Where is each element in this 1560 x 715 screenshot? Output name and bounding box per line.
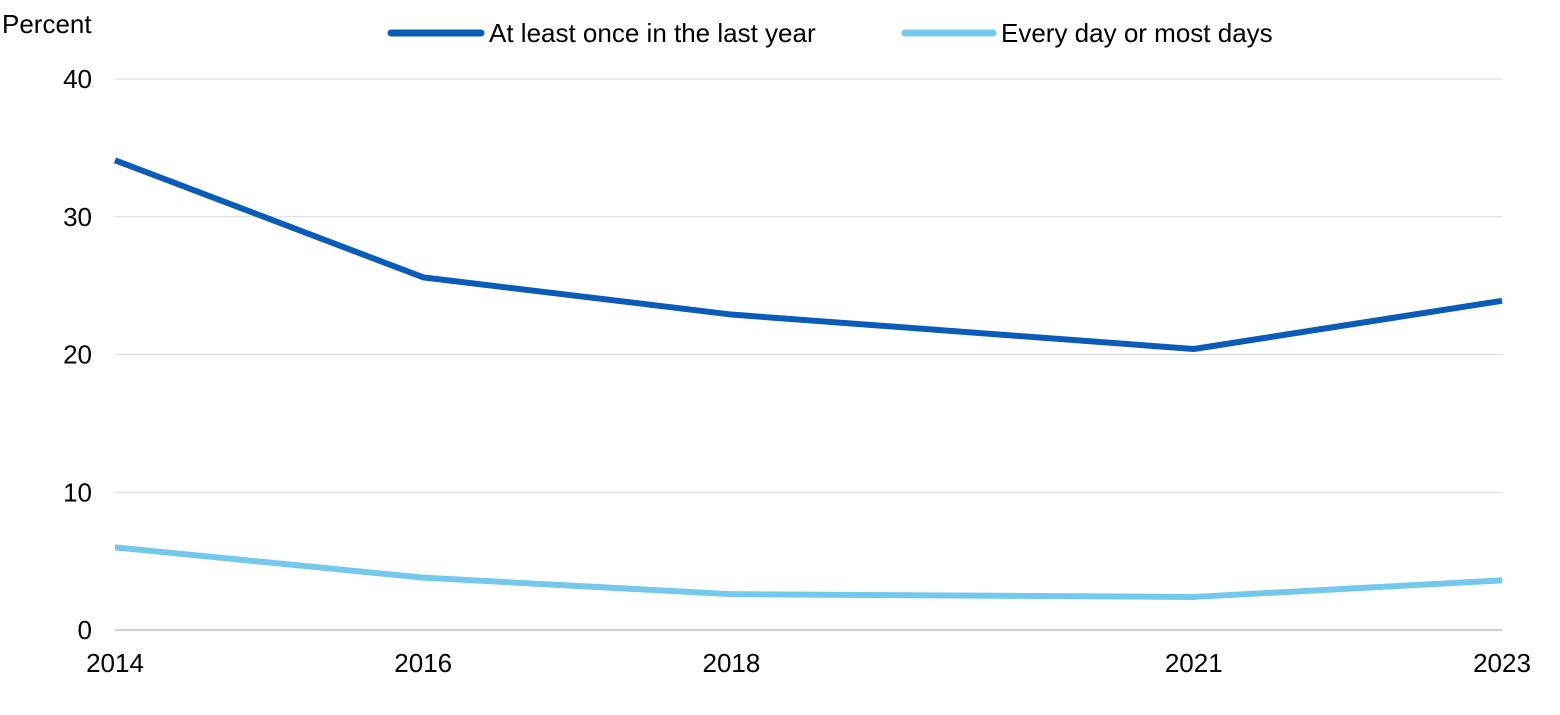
series-line-1 (114, 544, 1503, 600)
series-lines (113, 157, 1503, 600)
legend-item: Every day or most days (901, 18, 1273, 48)
x-tick-label: 2016 (394, 648, 452, 678)
y-axis-ticks: 0 10 20 30 40 (63, 64, 92, 645)
legend-label: At least once in the last year (489, 18, 816, 48)
y-tick-label: 30 (63, 202, 92, 232)
x-tick-label: 2023 (1473, 648, 1531, 678)
legend: At least once in the last year Every day … (387, 18, 1273, 48)
y-tick-label: 10 (63, 477, 92, 507)
series-line-0 (113, 157, 1503, 352)
gridlines (115, 78, 1502, 631)
y-axis-title: Percent (2, 9, 92, 39)
legend-label: Every day or most days (1001, 18, 1273, 48)
legend-item: At least once in the last year (387, 18, 816, 48)
x-tick-label: 2021 (1165, 648, 1223, 678)
x-tick-label: 2014 (86, 648, 144, 678)
y-tick-label: 20 (63, 340, 92, 370)
y-tick-label: 0 (78, 615, 92, 645)
x-tick-label: 2018 (703, 648, 761, 678)
y-tick-label: 40 (63, 64, 92, 94)
x-axis-ticks: 2014 2016 2018 2021 2023 (86, 648, 1531, 678)
